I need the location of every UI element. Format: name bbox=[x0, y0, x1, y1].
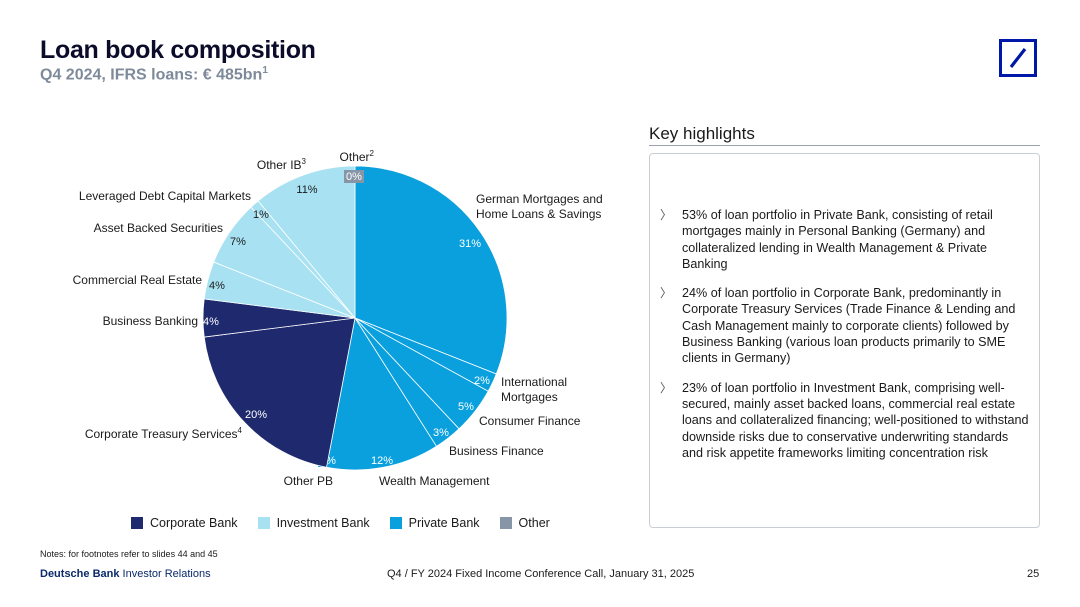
slice-category-label: German Mortgages and bbox=[476, 192, 603, 206]
slice-category-label: Business Banking bbox=[103, 314, 198, 328]
key-highlights-list: 〉 53% of loan portfolio in Private Bank, … bbox=[660, 207, 1032, 474]
slice-value-label: 4% bbox=[203, 316, 219, 328]
legend-label: Private Bank bbox=[408, 516, 480, 530]
legend-item-other: Other bbox=[499, 516, 550, 530]
slice-category-label: International bbox=[501, 375, 567, 389]
deutsche-bank-logo bbox=[999, 39, 1037, 77]
legend-swatch-corporate-bank bbox=[131, 517, 143, 529]
footnote-sup: 3 bbox=[302, 157, 307, 166]
chevron-right-icon: 〉 bbox=[660, 208, 673, 222]
legend-swatch-private-bank bbox=[389, 517, 402, 529]
key-highlights-panel bbox=[649, 153, 1040, 528]
page-number: 25 bbox=[1027, 568, 1040, 580]
legend-label: Corporate Bank bbox=[150, 516, 238, 530]
legend-item-private-bank: Private Bank bbox=[389, 516, 480, 530]
slice-value-label: 1% bbox=[253, 209, 269, 221]
footer-brand-name: Deutsche Bank bbox=[40, 568, 120, 580]
footnote-sup: 4 bbox=[238, 426, 243, 435]
chevron-right-icon: 〉 bbox=[660, 286, 673, 301]
key-highlights-divider bbox=[649, 145, 1040, 146]
slice-value-label: 12% bbox=[371, 455, 393, 467]
value-label-box bbox=[344, 170, 364, 183]
pie-slice bbox=[257, 165, 356, 320]
slice-category-label: Other PB bbox=[284, 474, 333, 488]
slice-category-label: Leveraged Debt Capital Markets bbox=[79, 189, 251, 203]
pie-slice bbox=[326, 316, 437, 471]
slice-category-label: Asset Backed Securities bbox=[94, 221, 223, 235]
chevron-right-icon: 〉 bbox=[660, 380, 673, 395]
chart-legend: Corporate Bank Investment Bank Private B… bbox=[131, 516, 570, 530]
slice-category-label: Home Loans & Savings bbox=[476, 207, 601, 221]
highlight-item: 〉 24% of loan portfolio in Corporate Bank… bbox=[660, 285, 1032, 366]
slice-value-label: 5% bbox=[458, 401, 474, 413]
logo-slash-icon bbox=[1009, 48, 1027, 68]
pie-slice bbox=[203, 317, 356, 468]
slice-value-label: 31% bbox=[459, 238, 481, 250]
slice-category-label: Commercial Real Estate bbox=[73, 273, 203, 287]
footer-brand: Deutsche Bank Investor Relations bbox=[40, 568, 211, 580]
slice-value-label: 2% bbox=[474, 375, 490, 387]
slice-category-label: Mortgages bbox=[501, 390, 558, 404]
slice-value-label: 11% bbox=[296, 184, 317, 196]
slice-category-label: Other IB3 bbox=[257, 157, 307, 172]
key-highlights-title: Key highlights bbox=[649, 124, 755, 143]
slice-category-label: Business Finance bbox=[449, 444, 544, 458]
slice-value-label: 7% bbox=[230, 236, 246, 248]
footnote-notes: Notes: for footnotes refer to slides 44 … bbox=[40, 549, 218, 559]
subtitle-footnote: 1 bbox=[262, 65, 268, 76]
pie-slice bbox=[354, 165, 508, 375]
slice-value-label: 20% bbox=[245, 409, 267, 421]
highlight-text: 24% of loan portfolio in Corporate Bank,… bbox=[682, 286, 1016, 366]
slice-category-label: Corporate Treasury Services4 bbox=[85, 426, 243, 441]
slice-category-label: Wealth Management bbox=[379, 474, 490, 488]
legend-swatch-other bbox=[499, 517, 512, 529]
highlight-item: 〉 23% of loan portfolio in Investment Ban… bbox=[660, 380, 1032, 461]
footnote-sup: 2 bbox=[370, 149, 375, 158]
subtitle-text: Q4 2024, IFRS loans: € 485bn bbox=[40, 66, 263, 84]
legend-swatch-investment-bank bbox=[257, 517, 270, 529]
slice-value-label: 4% bbox=[209, 280, 225, 292]
slice-category-label: Other2 bbox=[340, 149, 375, 164]
page-subtitle: Q4 2024, IFRS loans: € 485bn1 bbox=[40, 65, 268, 84]
slice-category-label: Consumer Finance bbox=[479, 414, 581, 428]
legend-item-investment-bank: Investment Bank bbox=[257, 516, 370, 530]
legend-label: Other bbox=[518, 516, 550, 530]
highlight-item: 〉 53% of loan portfolio in Private Bank, … bbox=[660, 207, 1032, 272]
footer-event: Q4 / FY 2024 Fixed Income Conference Cal… bbox=[387, 568, 695, 580]
slice-value-label: 0% bbox=[346, 171, 362, 183]
legend-label: Investment Bank bbox=[276, 516, 370, 530]
slice-value-label: 3% bbox=[433, 427, 449, 439]
highlight-text: 23% of loan portfolio in Investment Bank… bbox=[682, 380, 1029, 460]
footer-brand-suffix: Investor Relations bbox=[119, 568, 211, 580]
legend-item-corporate-bank: Corporate Bank bbox=[131, 516, 238, 530]
page-title: Loan book composition bbox=[40, 36, 316, 64]
highlight-text: 53% of loan portfolio in Private Bank, c… bbox=[682, 208, 993, 271]
